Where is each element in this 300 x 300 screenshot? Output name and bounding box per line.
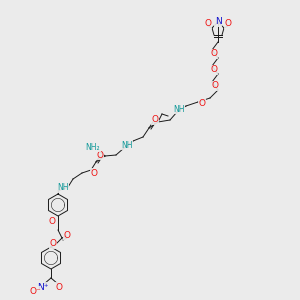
Text: O: O — [56, 283, 62, 292]
Text: O: O — [49, 218, 56, 226]
Text: N⁺: N⁺ — [37, 283, 49, 292]
Text: O: O — [205, 20, 212, 28]
Text: O: O — [211, 50, 218, 58]
Text: O: O — [211, 65, 218, 74]
Text: O: O — [199, 98, 206, 107]
Text: NH₂: NH₂ — [86, 142, 100, 152]
Text: O: O — [152, 116, 158, 124]
Text: O⁻: O⁻ — [29, 286, 41, 296]
Text: O: O — [91, 169, 98, 178]
Text: O: O — [50, 239, 56, 248]
Text: O: O — [64, 230, 70, 239]
Text: O: O — [212, 82, 218, 91]
Text: NH: NH — [57, 184, 69, 193]
Text: O: O — [224, 20, 232, 28]
Text: NH: NH — [121, 140, 133, 149]
Text: O: O — [97, 151, 104, 160]
Text: N: N — [214, 17, 221, 26]
Text: NH: NH — [173, 104, 185, 113]
